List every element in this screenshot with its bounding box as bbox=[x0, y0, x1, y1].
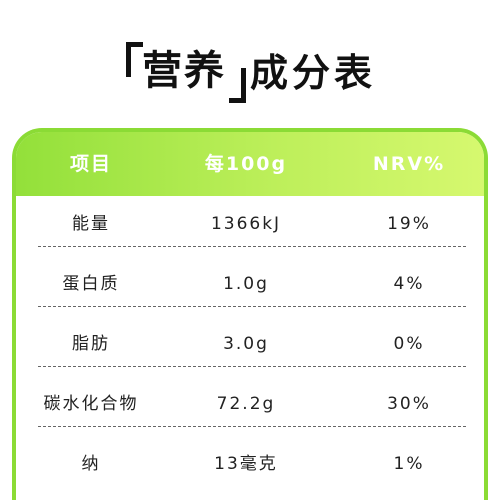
row-nrv: 0% bbox=[393, 334, 425, 354]
row-divider bbox=[38, 426, 466, 427]
title-bracket-close bbox=[229, 68, 246, 103]
row-per-100g: 1.0g bbox=[223, 274, 269, 294]
table-row: 纳 13毫克 1% bbox=[16, 434, 484, 494]
row-item: 蛋白质 bbox=[62, 274, 120, 294]
title-bracket-open bbox=[126, 42, 143, 77]
nutrition-table: 项目 每100g NRV% 能量 1366kJ 19% 蛋白质 1.0g 4% … bbox=[12, 128, 488, 500]
row-nrv: 4% bbox=[393, 274, 425, 294]
row-item: 脂肪 bbox=[72, 334, 110, 354]
table-row: 脂肪 3.0g 0% bbox=[16, 314, 484, 374]
title-rest: 成分表 bbox=[250, 51, 377, 95]
row-item: 纳 bbox=[81, 454, 101, 474]
row-divider bbox=[38, 306, 466, 307]
row-per-100g: 72.2g bbox=[216, 394, 276, 414]
header-item: 项目 bbox=[69, 153, 112, 175]
table-row: 碳水化合物 72.2g 30% bbox=[16, 374, 484, 434]
table-row: 能量 1366kJ 19% bbox=[16, 194, 484, 254]
row-per-100g: 3.0g bbox=[223, 334, 269, 354]
table-header: 项目 每100g NRV% bbox=[16, 132, 484, 196]
row-nrv: 1% bbox=[393, 454, 425, 474]
row-per-100g: 1366kJ bbox=[210, 214, 282, 234]
title-highlight: 营养 bbox=[142, 48, 226, 94]
row-item: 能量 bbox=[72, 214, 110, 234]
row-per-100g: 13毫克 bbox=[214, 454, 278, 474]
row-item: 碳水化合物 bbox=[43, 394, 139, 414]
row-divider bbox=[38, 366, 466, 367]
header-nrv: NRV% bbox=[372, 153, 446, 175]
row-divider bbox=[38, 246, 466, 247]
title-area: 营养 成分表 bbox=[0, 38, 500, 108]
header-per-100g: 每100g bbox=[204, 153, 288, 175]
row-nrv: 19% bbox=[387, 214, 431, 234]
row-nrv: 30% bbox=[387, 394, 431, 414]
table-row: 蛋白质 1.0g 4% bbox=[16, 254, 484, 314]
